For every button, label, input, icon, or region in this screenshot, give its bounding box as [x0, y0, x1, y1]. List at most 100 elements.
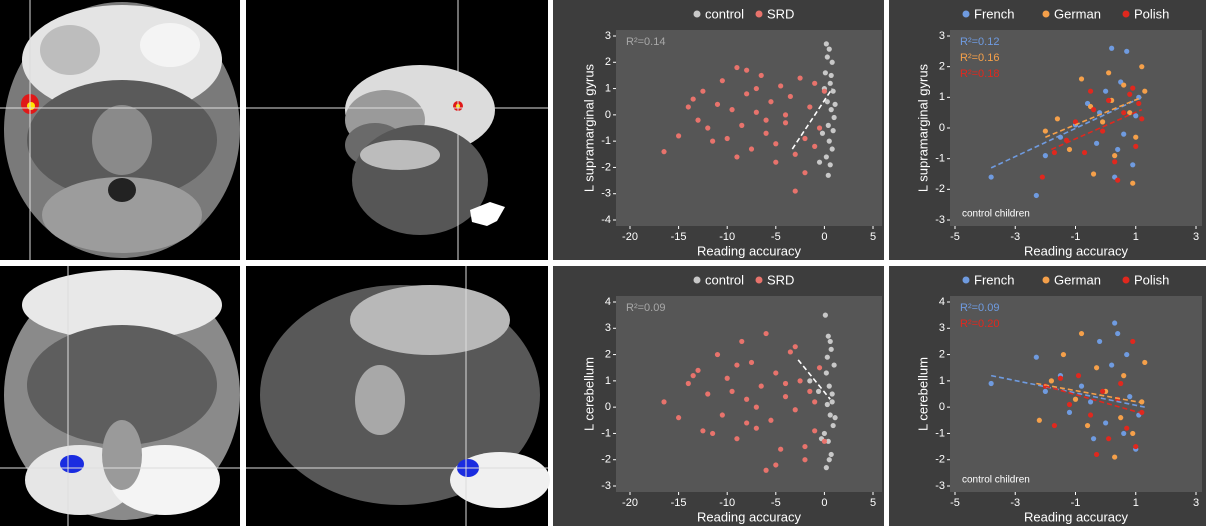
point [749, 360, 754, 365]
point [1100, 389, 1105, 394]
point [1127, 394, 1132, 399]
point [1091, 107, 1096, 112]
x-tick-label: -5 [771, 231, 781, 243]
annotation: R²=0.18 [960, 68, 999, 80]
legend-marker [756, 277, 763, 284]
x-tick-label: 1 [1133, 231, 1139, 243]
legend-marker [963, 277, 970, 284]
point [734, 362, 739, 367]
x-tick-label: 3 [1193, 231, 1199, 243]
legend-marker [1123, 11, 1130, 18]
point [1109, 362, 1114, 367]
brain-sagittal-bottom [246, 266, 550, 526]
point [734, 65, 739, 70]
point [1106, 98, 1111, 103]
point [744, 68, 749, 73]
point [1118, 415, 1123, 420]
y-tick-label: -2 [935, 454, 945, 466]
point [1139, 116, 1144, 121]
x-tick-label: 5 [870, 231, 876, 243]
x-tick-label: -3 [1010, 231, 1020, 243]
y-tick-label: 0 [605, 109, 611, 121]
point [1061, 352, 1066, 357]
point [822, 431, 827, 436]
x-tick-label: -3 [1010, 497, 1020, 509]
point [793, 152, 798, 157]
point [827, 384, 832, 389]
point [826, 173, 831, 178]
point [989, 381, 994, 386]
y-tick-label: 2 [605, 56, 611, 68]
x-tick-label: 5 [870, 497, 876, 509]
y-tick-label: -3 [601, 480, 611, 492]
point [1127, 92, 1132, 97]
point [1121, 431, 1126, 436]
point [676, 133, 681, 138]
point [829, 107, 834, 112]
point [720, 412, 725, 417]
legend-label: German [1054, 6, 1101, 21]
point [812, 428, 817, 433]
point [729, 389, 734, 394]
point [1121, 82, 1126, 87]
y-tick-label: 0 [939, 401, 945, 413]
point [1136, 101, 1141, 106]
legend-label: Polish [1134, 272, 1169, 287]
point [798, 75, 803, 80]
point [1130, 339, 1135, 344]
annotation: R²=0.20 [960, 318, 999, 330]
point [763, 118, 768, 123]
point [802, 170, 807, 175]
y-axis-label: L supramarginal gyrus [915, 63, 930, 192]
y-tick-label: 2 [939, 348, 945, 360]
point [1091, 171, 1096, 176]
point [817, 160, 822, 165]
legend-marker [756, 11, 763, 18]
point [824, 154, 829, 159]
y-tick-label: -2 [935, 183, 945, 195]
point [817, 125, 822, 130]
point [1079, 331, 1084, 336]
point [715, 352, 720, 357]
point [1085, 423, 1090, 428]
point [1073, 397, 1078, 402]
point [824, 370, 829, 375]
point [825, 402, 830, 407]
plot-area [616, 296, 882, 492]
x-axis-label: Reading accuracy [1024, 243, 1129, 258]
point [763, 131, 768, 136]
point [763, 331, 768, 336]
point [729, 107, 734, 112]
legend-label: control [705, 272, 744, 287]
point [823, 313, 828, 318]
point [700, 428, 705, 433]
legend-marker [694, 277, 701, 284]
point [749, 146, 754, 151]
point [832, 415, 837, 420]
point [1109, 46, 1114, 51]
point [812, 399, 817, 404]
y-tick-label: 1 [605, 375, 611, 387]
y-axis-label: L supramarginal gyrus [581, 63, 596, 192]
legend-label: Polish [1134, 6, 1169, 21]
point [807, 378, 812, 383]
point [816, 389, 821, 394]
y-tick-label: 3 [605, 322, 611, 334]
y-tick-label: -3 [935, 214, 945, 226]
point [661, 399, 666, 404]
point [783, 381, 788, 386]
point [829, 452, 834, 457]
point [1121, 110, 1126, 115]
y-tick-label: 0 [939, 122, 945, 134]
point [1049, 378, 1054, 383]
point [1139, 64, 1144, 69]
point [1112, 159, 1117, 164]
point [831, 128, 836, 133]
legend-label: French [974, 6, 1014, 21]
point [1094, 365, 1099, 370]
point [826, 334, 831, 339]
x-axis-label: Reading accuracy [697, 243, 802, 258]
point [725, 376, 730, 381]
y-tick-label: 3 [605, 30, 611, 42]
